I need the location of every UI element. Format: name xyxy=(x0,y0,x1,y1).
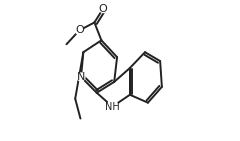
Text: N: N xyxy=(77,72,85,82)
Circle shape xyxy=(77,73,85,81)
Text: NH: NH xyxy=(105,102,120,112)
Circle shape xyxy=(75,27,83,34)
Circle shape xyxy=(99,5,107,13)
Text: O: O xyxy=(75,25,84,35)
Circle shape xyxy=(107,101,118,113)
Text: O: O xyxy=(99,4,108,14)
